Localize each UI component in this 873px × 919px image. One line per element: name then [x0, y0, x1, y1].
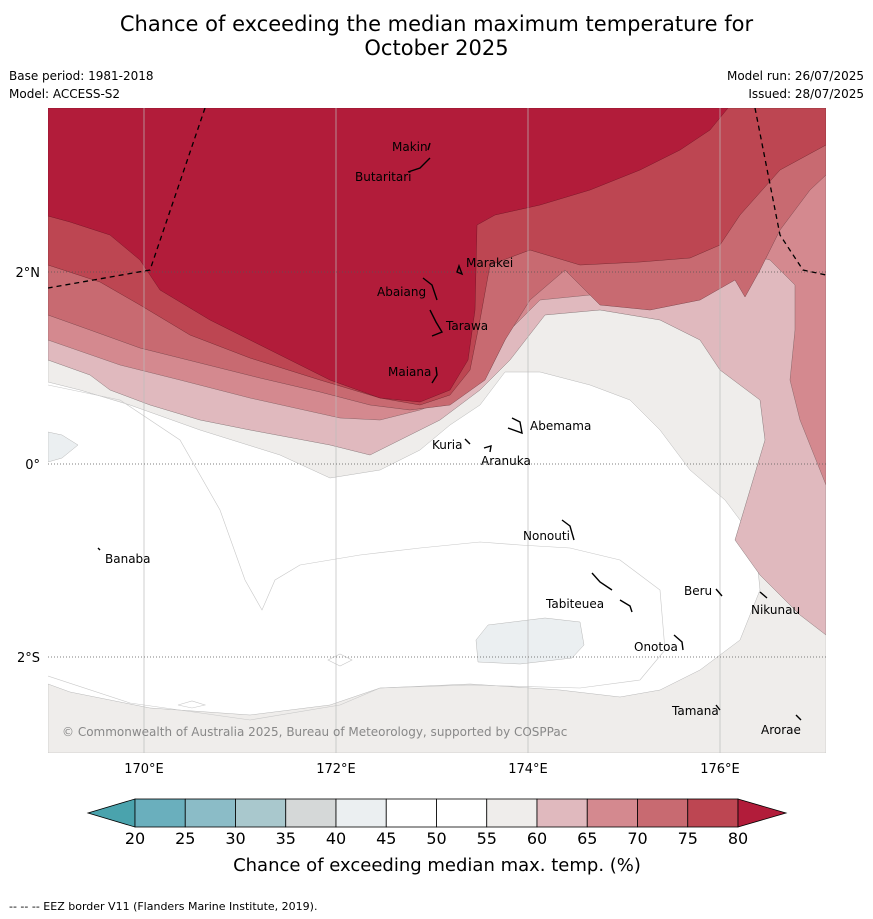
x-tick-label: 174°E — [508, 762, 548, 777]
title-line-2: October 2025 — [364, 36, 509, 60]
copyright-note: © Commonwealth of Australia 2025, Bureau… — [62, 725, 567, 739]
colorbar-under-arrow — [86, 798, 136, 828]
colorbar-tick-label: 65 — [577, 829, 597, 848]
eez-footnote: -- -- -- EEZ border V11 (Flanders Marine… — [9, 900, 318, 913]
colorbar-tick-label: 55 — [477, 829, 497, 848]
y-tick-label: 2°S — [17, 651, 40, 666]
contour-small — [177, 700, 207, 709]
place-label: Maiana — [388, 365, 431, 379]
place-label: Makin — [392, 140, 428, 154]
place-label: Onotoa — [634, 640, 678, 654]
place-label: Nikunau — [751, 603, 800, 617]
place-label: Aranuka — [481, 454, 531, 468]
latitude-gridlines — [48, 271, 826, 658]
contour-50 — [48, 384, 666, 721]
colorbar: 20 25 30 35 40 45 50 55 60 65 70 75 80 — [86, 798, 788, 848]
x-tick-label: 170°E — [124, 762, 164, 777]
colorbar-segment — [235, 798, 287, 828]
colorbar-segment — [385, 798, 437, 828]
place-label: Abaiang — [377, 285, 426, 299]
title-line-1: Chance of exceeding the median maximum t… — [119, 12, 754, 36]
map-area — [48, 108, 826, 753]
colorbar-tick-label: 35 — [276, 829, 296, 848]
place-label: Abemama — [530, 419, 591, 433]
colorbar-tick-label: 40 — [326, 829, 346, 848]
colorbar-segment — [687, 798, 739, 828]
model-run: Model run: 26/07/2025 — [726, 69, 864, 83]
colorbar-over-arrow — [737, 798, 788, 828]
colorbar-label: Chance of exceeding median max. temp. (%… — [233, 855, 641, 876]
colorbar-segment — [285, 798, 337, 828]
place-label: Beru — [684, 584, 712, 598]
place-labels: Makin Butaritari Marakei Abaiang Tarawa … — [105, 140, 801, 737]
colorbar-segment — [486, 798, 538, 828]
place-label: Nonouti — [523, 529, 570, 543]
model-name: Model: ACCESS-S2 — [9, 87, 121, 101]
place-label: Kuria — [432, 438, 463, 452]
colorbar-tick-label: 50 — [426, 829, 446, 848]
y-tick-label: 2°N — [16, 266, 41, 281]
longitude-gridlines — [143, 108, 721, 753]
base-period: Base period: 1981-2018 — [9, 69, 154, 83]
colorbar-tick-label: 75 — [678, 829, 698, 848]
meta-right: Model run: 26/07/2025 Issued: 28/07/2025 — [727, 69, 864, 105]
colorbar-tick-label: 60 — [527, 829, 547, 848]
colorbar-segment — [536, 798, 588, 828]
axis-labels: 170°E 172°E 174°E 176°E 2°N 0° 2°S — [16, 266, 740, 777]
issued-date: Issued: 28/07/2025 — [748, 87, 864, 101]
place-label: Marakei — [466, 256, 513, 270]
colorbar-segment — [335, 798, 387, 828]
eez-border — [48, 108, 826, 289]
place-label: Tamana — [671, 704, 719, 718]
colorbar-tick-label: 25 — [175, 829, 195, 848]
colorbar-segment — [436, 798, 488, 828]
y-tick-label: 0° — [25, 458, 40, 473]
colorbar-tick-label: 70 — [627, 829, 647, 848]
place-label: Tarawa — [445, 319, 488, 333]
colorbar-segment — [637, 798, 689, 828]
map-title: Chance of exceeding the median maximum t… — [0, 12, 873, 60]
islands — [97, 142, 802, 721]
colorbar-tick-label: 45 — [376, 829, 396, 848]
place-label: Banaba — [105, 552, 151, 566]
x-tick-label: 176°E — [700, 762, 740, 777]
colorbar-tick-label: 30 — [225, 829, 245, 848]
colorbar-segment — [134, 798, 186, 828]
zone-40-45-patch — [475, 617, 585, 665]
colorbar-segment — [184, 798, 236, 828]
colorbar-tick-label: 80 — [728, 829, 748, 848]
place-label: Arorae — [761, 723, 801, 737]
place-label: Tabiteuea — [545, 597, 604, 611]
place-label: Butaritari — [355, 170, 412, 184]
x-tick-label: 172°E — [316, 762, 356, 777]
colorbar-segment — [586, 798, 638, 828]
colorbar-tick-label: 20 — [125, 829, 145, 848]
zone-over-80 — [48, 108, 729, 403]
zone-40-45-edge — [48, 431, 79, 463]
meta-left: Base period: 1981-2018 Model: ACCESS-S2 — [9, 69, 154, 105]
